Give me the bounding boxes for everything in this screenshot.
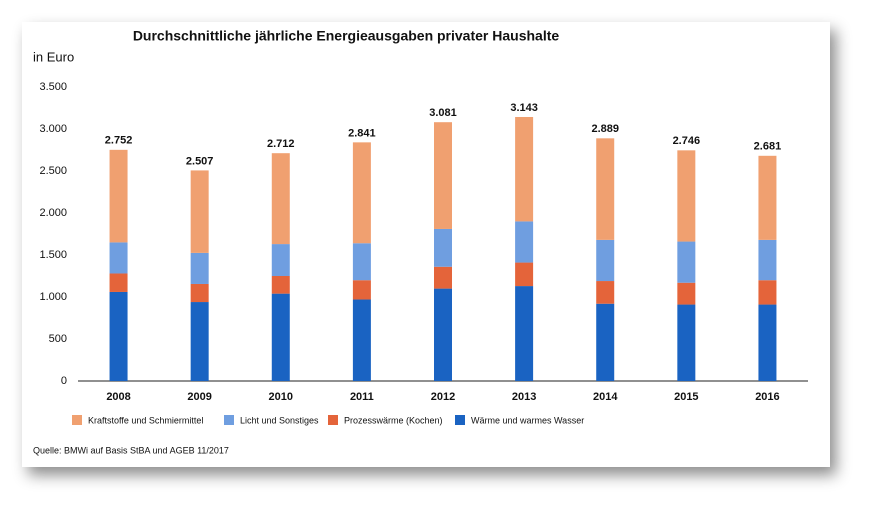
bar-segment	[596, 281, 615, 304]
bar-segment	[109, 273, 128, 292]
bar-segment	[352, 299, 371, 381]
total-label: 2.752	[105, 135, 133, 147]
chart-title: Durchschnittliche jährliche Energieausga…	[133, 28, 560, 44]
bar-segment	[677, 304, 696, 381]
bar-segment	[515, 286, 534, 381]
y-tick-label: 3.500	[39, 81, 67, 93]
bar-segment	[190, 302, 209, 381]
bar-segment	[758, 280, 777, 305]
bar-segment	[758, 155, 777, 240]
legend-swatch	[72, 415, 82, 425]
bar-segment	[515, 116, 534, 222]
x-tick-label: 2016	[755, 391, 779, 403]
y-tick-label: 1.500	[39, 249, 67, 261]
bar-segment	[109, 291, 128, 381]
source: Quelle: BMWi auf Basis StBA und AGEB 11/…	[33, 445, 229, 455]
bar-segment	[271, 276, 290, 294]
y-tick-label: 2.500	[39, 165, 67, 177]
y-tick-label: 1.000	[39, 291, 67, 303]
y-axis-label: in Euro	[33, 49, 74, 64]
bar-segment	[758, 304, 777, 381]
bar-segment	[352, 243, 371, 281]
bar-segment	[352, 280, 371, 300]
y-tick-label: 0	[61, 375, 67, 387]
y-tick-label: 500	[49, 333, 67, 345]
legend-label: Prozesswärme (Kochen)	[344, 415, 443, 425]
total-label: 3.081	[429, 107, 457, 119]
bar-segment	[109, 149, 128, 243]
total-label: 2.746	[673, 135, 701, 147]
bar-segment	[434, 228, 452, 267]
bar-segment	[271, 244, 290, 276]
legend-label: Licht und Sonstiges	[240, 415, 319, 425]
bar-segment	[434, 122, 452, 229]
bar-segment	[596, 239, 615, 282]
x-tick-label: 2012	[431, 391, 455, 403]
legend-label: Kraftstoffe und Schmiermittel	[88, 415, 203, 425]
bar-segment	[434, 288, 452, 381]
y-tick-label: 2.000	[39, 207, 67, 219]
total-label: 2.889	[591, 123, 619, 135]
bar-segment	[515, 221, 534, 263]
x-tick-label: 2014	[593, 391, 618, 403]
x-tick-label: 2009	[187, 391, 211, 403]
total-label: 3.143	[510, 102, 538, 114]
legend-swatch	[455, 415, 465, 425]
bar-segment	[596, 303, 615, 381]
x-tick-label: 2010	[269, 391, 293, 403]
legend-swatch	[328, 415, 338, 425]
bar-segment	[271, 293, 290, 381]
bar-segment	[434, 266, 452, 289]
bar-segment	[677, 150, 696, 242]
x-tick-label: 2013	[512, 391, 536, 403]
x-tick-label: 2008	[106, 391, 130, 403]
bar-segment	[677, 282, 696, 305]
bar-segment	[758, 239, 777, 281]
bar-segment	[596, 138, 615, 240]
legend-label: Wärme und warmes Wasser	[471, 415, 584, 425]
y-tick-label: 3.000	[39, 123, 67, 135]
total-label: 2.507	[186, 155, 214, 167]
bar-segment	[515, 262, 534, 287]
bar-segment	[109, 242, 128, 274]
x-tick-label: 2015	[674, 391, 698, 403]
bar-segment	[352, 142, 371, 244]
bar-segment	[271, 153, 290, 245]
x-tick-label: 2011	[350, 391, 374, 403]
total-label: 2.712	[267, 138, 295, 150]
legend-swatch	[224, 415, 234, 425]
total-label: 2.681	[754, 141, 782, 153]
bar-segment	[677, 241, 696, 283]
total-label: 2.841	[348, 127, 376, 139]
bar-segment	[190, 252, 209, 284]
bar-segment	[190, 283, 209, 303]
bar-segment	[190, 170, 209, 253]
